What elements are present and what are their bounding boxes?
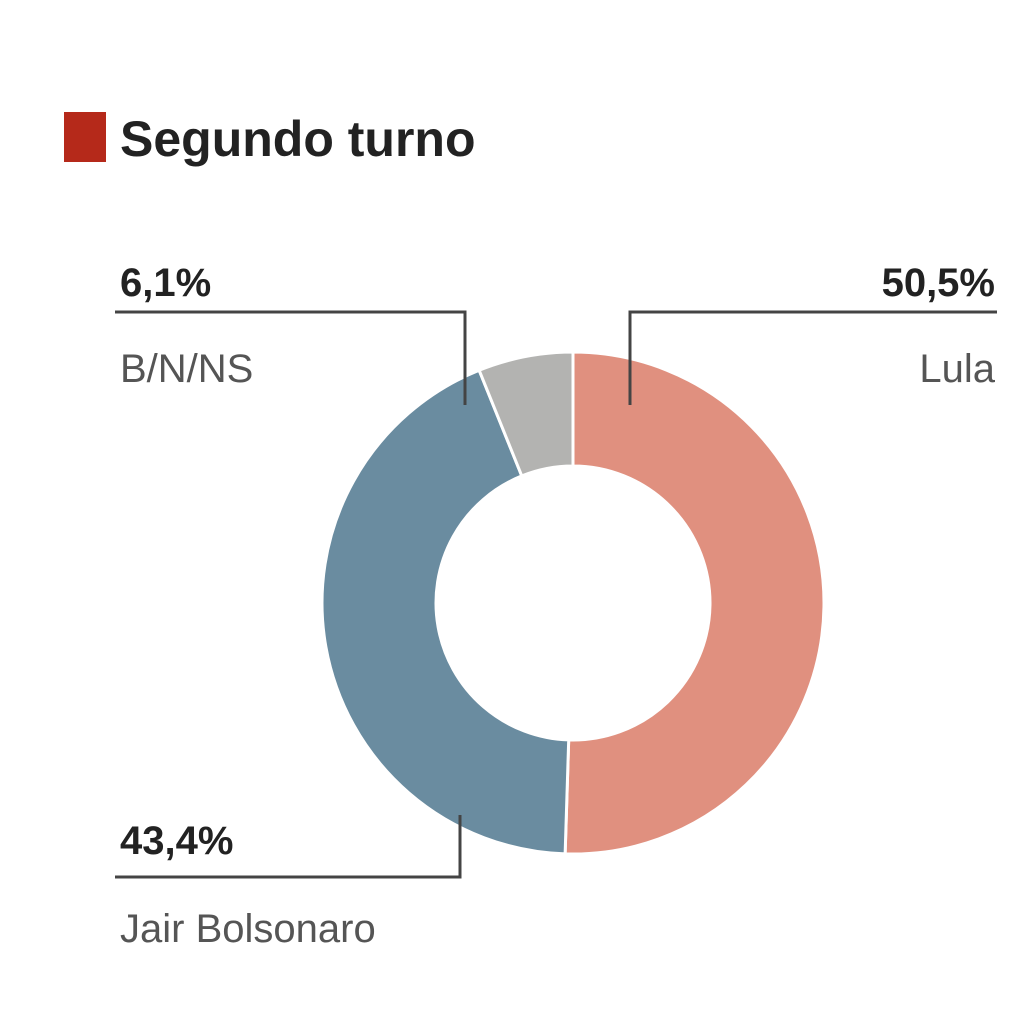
leader-line [115, 310, 467, 405]
category-label: B/N/NS [120, 347, 253, 391]
leader-line [628, 310, 997, 405]
category-label: Lula [919, 347, 995, 391]
donut-slice [320, 368, 571, 856]
donut-slice [477, 350, 575, 478]
leader-line [115, 815, 462, 879]
chart-title: Segundo turno [120, 111, 476, 167]
value-label: 50,5% [882, 261, 995, 305]
value-label: 43,4% [120, 819, 233, 863]
value-label: 6,1% [120, 261, 211, 305]
category-label: Jair Bolsonaro [120, 907, 376, 951]
donut-slice [563, 350, 826, 856]
title-marker [64, 112, 106, 162]
